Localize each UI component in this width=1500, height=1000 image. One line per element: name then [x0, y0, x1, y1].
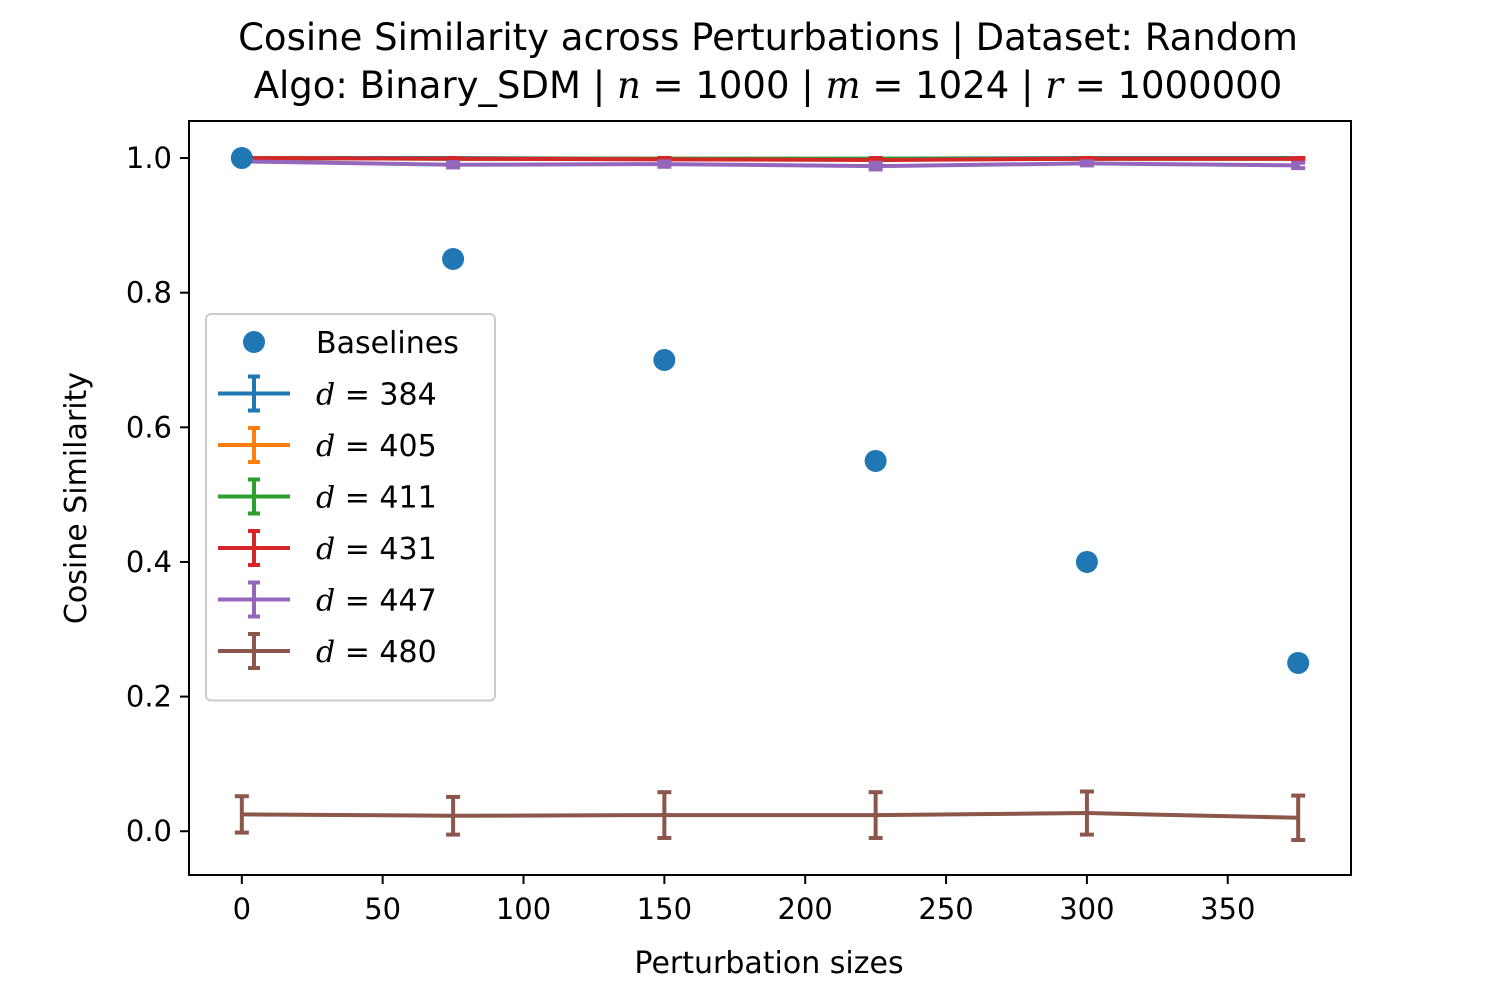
error-bar-5-5 — [1291, 793, 1306, 842]
x-tick-label-6: 300 — [1059, 892, 1114, 926]
error-bar-4-5 — [1291, 160, 1306, 171]
legend-entry-2: d = 411 — [218, 477, 437, 516]
legend: Baselines d = 384 d = 405 d = 411 d = 431 d =… — [205, 313, 496, 702]
legend-entry-4: d = 447 — [218, 580, 437, 619]
error-bar-3-4 — [1079, 156, 1094, 162]
legend-entry-3: d = 431 — [218, 529, 437, 567]
legend-box — [205, 313, 496, 702]
error-bar-3-1 — [446, 156, 461, 162]
legend-label-3: d = 431 — [316, 532, 437, 567]
legend-entry-1: d = 405 — [218, 426, 437, 464]
x-tick-label-3: 150 — [637, 892, 692, 926]
x-tick-label-4: 200 — [778, 892, 833, 926]
series-5 — [234, 789, 1306, 842]
axes: 0 50 100 150 200 250 300 350 0.0 0.2 0.4 0.6 0.8 1.0 — [126, 120, 1352, 926]
x-tick-label-5: 250 — [918, 892, 973, 926]
error-bar-4-2 — [657, 159, 672, 169]
error-bar-5-2 — [657, 790, 672, 840]
legend-entry-5: d = 480 — [218, 632, 437, 670]
x-tick-label-2: 100 — [496, 892, 551, 926]
series-4 — [234, 158, 1306, 172]
baseline-point-5 — [1287, 651, 1310, 674]
x-tick-label-1: 50 — [364, 892, 401, 926]
x-tick-label-0: 0 — [233, 892, 251, 926]
chart-title-line-1: Cosine Similarity across Perturbations |… — [238, 16, 1298, 59]
legend-label-5: d = 480 — [316, 635, 437, 670]
legend-entry-baselines: Baselines — [243, 326, 459, 361]
y-tick-label-0: 0.0 — [126, 814, 172, 848]
error-bar-5-3 — [868, 790, 883, 840]
baseline-point-1 — [442, 248, 465, 271]
error-bar-4-3 — [868, 160, 883, 172]
y-tick-label-4: 0.8 — [126, 276, 172, 310]
legend-label-4: d = 447 — [316, 584, 437, 619]
error-bar-4-1 — [446, 160, 461, 170]
series-line-4 — [241, 159, 1299, 169]
baseline-point-4 — [1075, 550, 1098, 573]
y-tick-label-1: 0.2 — [126, 680, 172, 714]
baselines-series — [230, 147, 1310, 674]
legend-label-0: d = 384 — [316, 378, 437, 413]
x-tick-label-7: 350 — [1200, 892, 1255, 926]
y-axis-label: Cosine Similarity — [59, 372, 94, 624]
y-tick-label-5: 1.0 — [126, 141, 172, 175]
axes-frame — [188, 120, 1352, 876]
plot-area — [230, 147, 1310, 842]
legend-label-1: d = 405 — [316, 429, 437, 464]
error-bar-5-0 — [234, 794, 249, 835]
error-bar-3-5 — [1291, 156, 1306, 162]
legend-label-baselines: Baselines — [316, 326, 459, 361]
baseline-point-0 — [230, 147, 253, 170]
error-bar-5-1 — [446, 794, 461, 837]
y-tick-label-3: 0.6 — [126, 410, 172, 444]
chart-title-line-2: Algo: Binary_SDM | n = 1000 | m = 1024 |… — [254, 64, 1283, 107]
legend-marker-baselines — [243, 331, 265, 353]
legend-entry-0: d = 384 — [218, 374, 437, 413]
baseline-point-3 — [864, 449, 887, 472]
error-bar-4-4 — [1079, 159, 1094, 168]
y-tick-label-2: 0.4 — [126, 545, 172, 579]
error-bar-5-4 — [1079, 789, 1094, 837]
x-axis-label: Perturbation sizes — [634, 946, 903, 981]
series-line-5 — [241, 811, 1299, 820]
baseline-point-2 — [653, 348, 676, 371]
legend-label-2: d = 411 — [316, 481, 437, 516]
series-line-3 — [241, 156, 1299, 163]
